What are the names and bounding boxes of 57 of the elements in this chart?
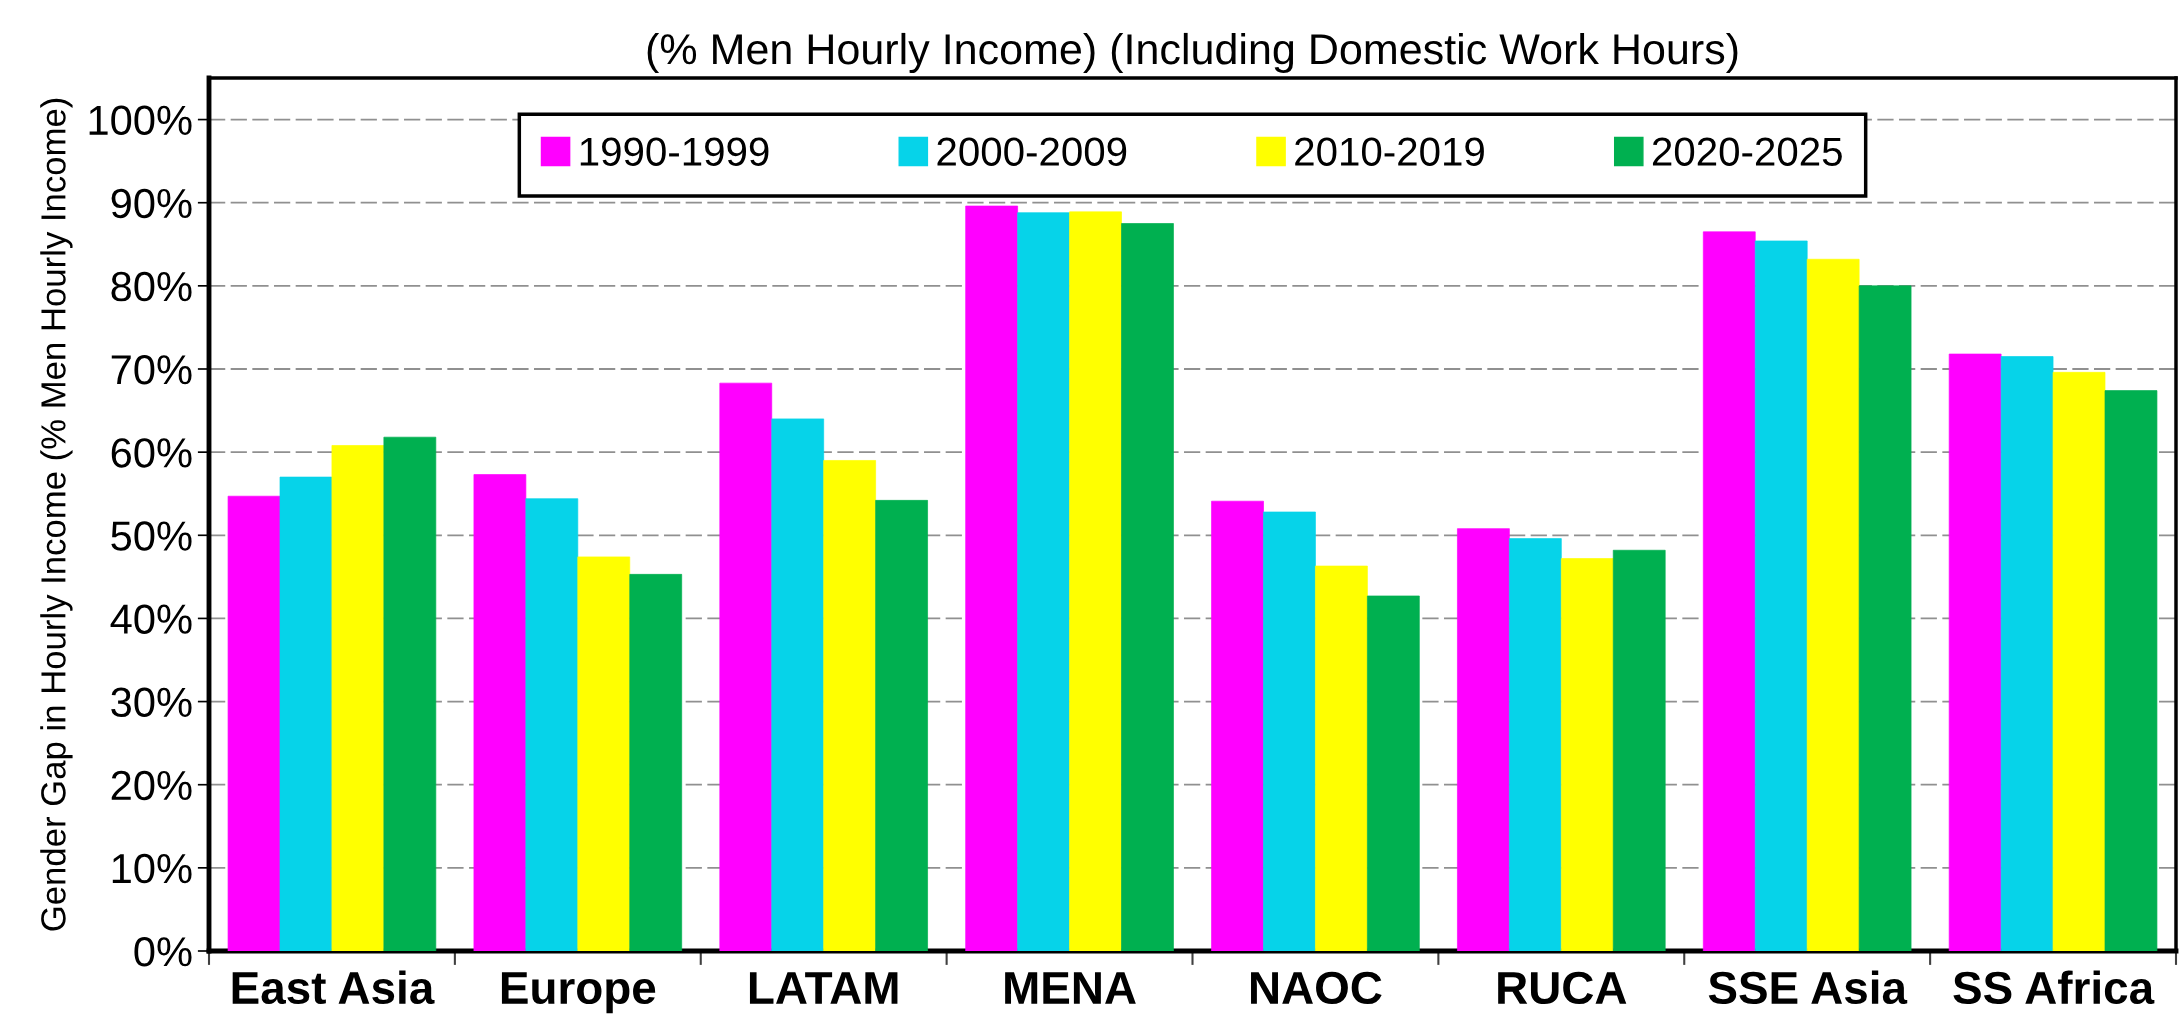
y-tick-label: 100% bbox=[89, 105, 192, 136]
bar bbox=[577, 556, 631, 951]
x-tick-label: RUCA bbox=[1498, 971, 1627, 1005]
y-tick-label: 80% bbox=[111, 271, 192, 302]
y-tick-label: 20% bbox=[111, 770, 192, 801]
bar bbox=[1069, 211, 1122, 951]
legend-label: 2010-2019 bbox=[1295, 137, 1484, 166]
bar bbox=[525, 498, 579, 951]
bar bbox=[1457, 528, 1510, 951]
x-tick-label: MENA bbox=[1005, 972, 1136, 1004]
bar bbox=[1509, 538, 1562, 951]
bar bbox=[473, 474, 527, 951]
bar bbox=[279, 476, 333, 951]
bar bbox=[383, 436, 437, 951]
bar bbox=[331, 445, 385, 951]
y-tick-label: 0% bbox=[134, 937, 192, 967]
x-tick-label: Europe bbox=[501, 972, 656, 1014]
legend-label: 2020-2025 bbox=[1652, 137, 1842, 166]
bar bbox=[1754, 240, 1808, 951]
y-tick-label: 50% bbox=[111, 521, 192, 551]
bar bbox=[1017, 212, 1070, 951]
bar bbox=[1560, 558, 1614, 951]
bar bbox=[1211, 500, 1264, 951]
legend-label: 1990-1999 bbox=[580, 137, 769, 166]
bar bbox=[2104, 390, 2158, 951]
x-tick-label: SSE Asia bbox=[1708, 970, 1908, 1005]
bar bbox=[965, 205, 1018, 951]
bar bbox=[1806, 258, 1860, 951]
y-tick-label: 40% bbox=[110, 604, 192, 634]
bar bbox=[227, 495, 281, 951]
bar bbox=[875, 500, 928, 951]
bar bbox=[1121, 223, 1174, 951]
y-tick-label: 90% bbox=[111, 188, 192, 219]
bar bbox=[1367, 595, 1420, 951]
bar bbox=[1702, 231, 1756, 951]
bar bbox=[1612, 549, 1666, 951]
bar bbox=[719, 382, 773, 951]
bar bbox=[771, 418, 825, 951]
legend-label: 2000-2009 bbox=[937, 137, 1127, 166]
y-tick-label: 30% bbox=[111, 687, 192, 718]
bar bbox=[2000, 356, 2054, 951]
chart-title: (% Men Hourly Income) (Including Domestic Work Hours) bbox=[647, 32, 1738, 74]
bar bbox=[1315, 565, 1368, 951]
x-tick-label: LATAM bbox=[749, 972, 898, 1004]
bar bbox=[2052, 371, 2106, 951]
bar bbox=[823, 460, 876, 951]
x-tick-label: East Asia bbox=[232, 970, 435, 1005]
y-tick-label: 10% bbox=[112, 853, 192, 884]
x-tick-label: NAOC bbox=[1251, 971, 1382, 1005]
y-tick-label: 60% bbox=[111, 438, 192, 468]
x-tick-label: SS Africa bbox=[1953, 970, 2155, 1005]
y-axis-title: Gender Gap in Hourly Income (% Men Hourly Income) bbox=[40, 98, 73, 931]
y-tick-label: 70% bbox=[111, 355, 192, 385]
bar bbox=[1263, 511, 1316, 951]
bar bbox=[1858, 285, 1912, 951]
bar bbox=[629, 574, 683, 951]
bar bbox=[1948, 353, 2002, 951]
